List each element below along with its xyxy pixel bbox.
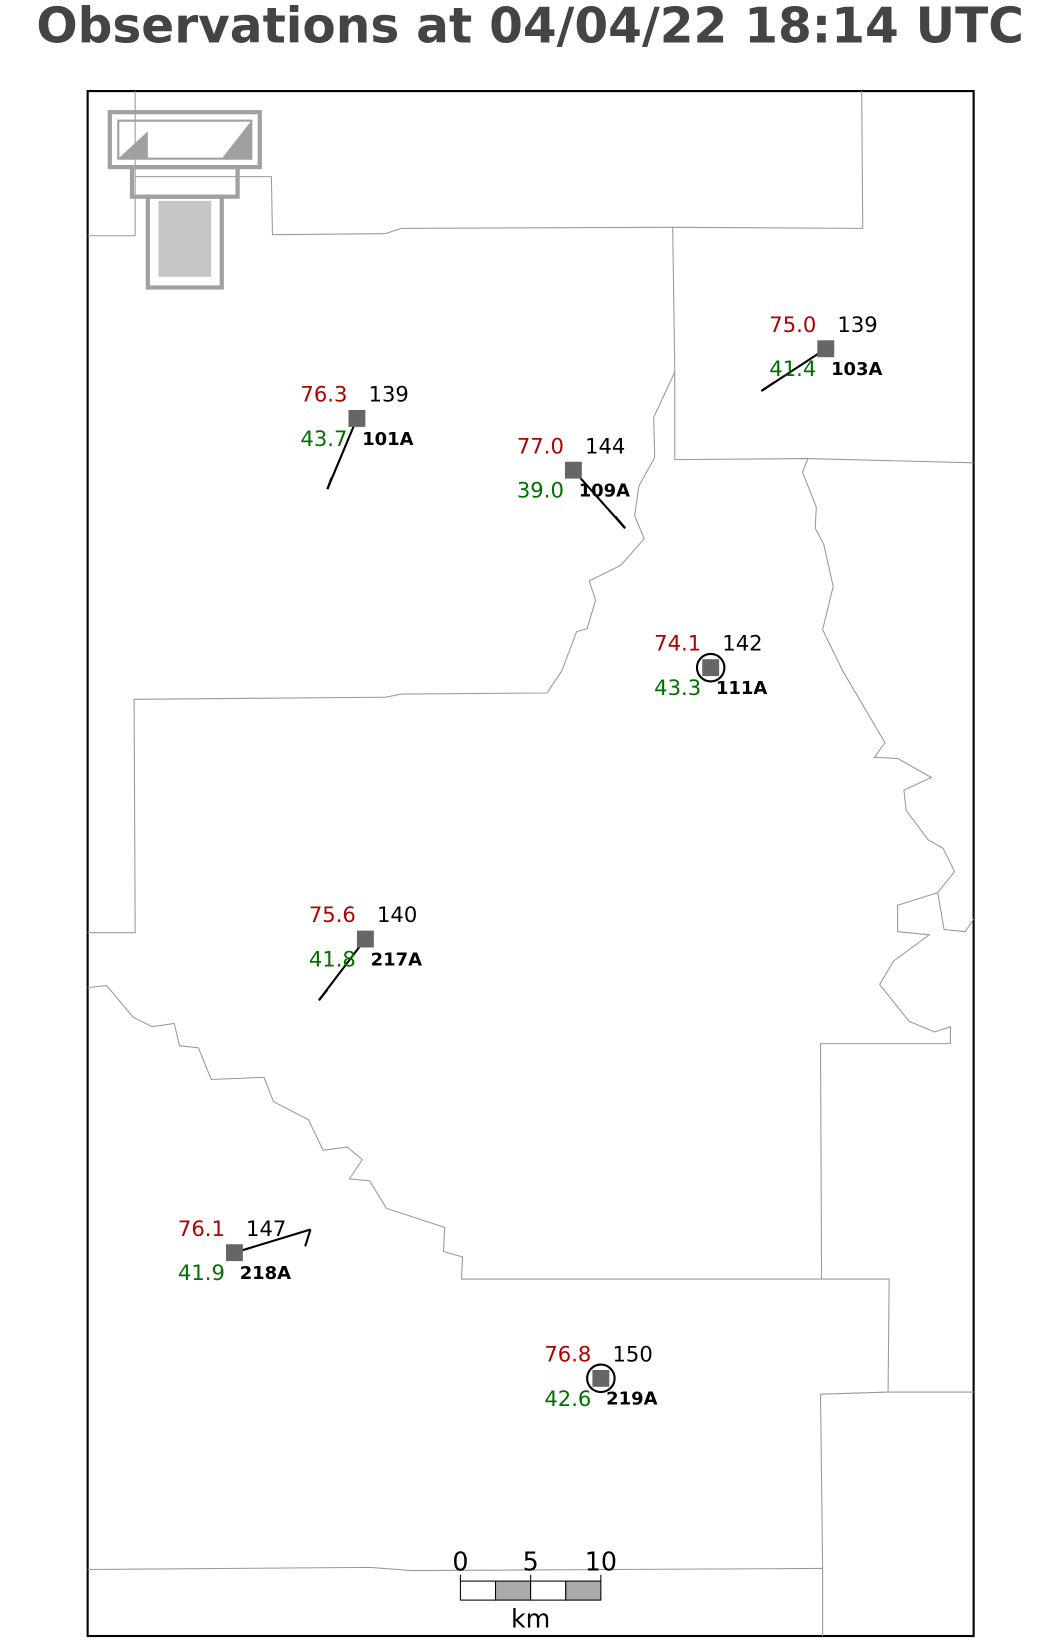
temperature: 76.3 bbox=[300, 382, 347, 407]
wind-barb-staff bbox=[234, 1228, 311, 1254]
dewpoint: 41.9 bbox=[178, 1260, 225, 1285]
wind-barb bbox=[614, 515, 626, 529]
scale-segment bbox=[459, 1580, 497, 1601]
temperature: 75.0 bbox=[769, 312, 816, 337]
wind-barb bbox=[304, 1229, 312, 1247]
dewpoint: 43.3 bbox=[654, 675, 701, 700]
wind-barb-staff bbox=[326, 418, 358, 490]
station-marker bbox=[348, 409, 366, 427]
scale-segment bbox=[565, 1580, 602, 1601]
station-plot: 76.1 147 41.9 218A bbox=[178, 1216, 312, 1285]
wind-barb bbox=[760, 381, 775, 392]
scale-segment bbox=[530, 1580, 567, 1601]
pressure: 142 bbox=[722, 631, 762, 656]
wind-barb bbox=[318, 989, 329, 1001]
calm-wind-circle bbox=[586, 1363, 616, 1394]
pressure: 147 bbox=[246, 1216, 286, 1241]
station-plot: 76.8 150 42.6 219A bbox=[544, 1341, 657, 1410]
dewpoint: 43.7 bbox=[300, 426, 347, 451]
station-plot: 75.0 139 41.4 103A bbox=[760, 312, 883, 392]
scale-label: 10 bbox=[585, 1547, 617, 1577]
pressure: 144 bbox=[585, 433, 625, 458]
station-marker bbox=[356, 930, 374, 948]
temperature: 74.1 bbox=[654, 631, 701, 656]
station-id: 103A bbox=[831, 359, 882, 380]
dewpoint: 39.0 bbox=[517, 478, 564, 503]
title: Observations at 04/04/22 18:14 UTC bbox=[36, 0, 1024, 55]
pressure: 140 bbox=[377, 902, 417, 927]
dewpoint: 41.8 bbox=[309, 947, 356, 972]
station-marker bbox=[564, 461, 582, 479]
temperature: 75.6 bbox=[309, 902, 356, 927]
station-id: 111A bbox=[716, 678, 767, 699]
station-marker bbox=[592, 1369, 610, 1387]
station-marker bbox=[702, 659, 720, 677]
station-plot: 76.3 139 43.7 101A bbox=[300, 382, 414, 490]
temperature: 76.1 bbox=[178, 1216, 225, 1241]
temperature: 77.0 bbox=[517, 433, 564, 458]
station-marker bbox=[817, 340, 835, 358]
scale-label: 0 bbox=[452, 1547, 468, 1577]
pressure: 150 bbox=[612, 1341, 652, 1366]
station-plot: 74.1 142 43.3 111A bbox=[654, 631, 767, 700]
scale-segment bbox=[495, 1580, 532, 1601]
scale-bar: 0 5 10 km bbox=[452, 1547, 617, 1634]
pressure: 139 bbox=[369, 382, 409, 407]
scale-unit: km bbox=[511, 1604, 550, 1634]
station-plot: 75.6 140 41.8 217A bbox=[309, 902, 422, 1001]
dewpoint: 42.6 bbox=[544, 1386, 591, 1411]
dewpoint: 41.4 bbox=[769, 356, 816, 381]
station-id: 101A bbox=[362, 429, 413, 450]
calm-wind-circle bbox=[695, 652, 726, 683]
stations: 75.0 139 41.4 103A 76.3 139 43.7 101A 77.0 144 39.… bbox=[178, 312, 883, 1411]
station-plot: 77.0 144 39.0 109A bbox=[517, 433, 630, 529]
logo bbox=[107, 110, 262, 290]
station-id: 219A bbox=[606, 1389, 657, 1410]
station-id: 217A bbox=[371, 949, 422, 970]
station-id: 109A bbox=[579, 481, 630, 502]
wind-barb bbox=[326, 477, 333, 490]
station-id: 218A bbox=[240, 1263, 291, 1284]
station-marker bbox=[225, 1244, 243, 1262]
pressure: 139 bbox=[837, 312, 877, 337]
temperature: 76.8 bbox=[544, 1341, 591, 1366]
county-boundaries bbox=[87, 91, 975, 1637]
scale-label: 5 bbox=[523, 1547, 539, 1577]
